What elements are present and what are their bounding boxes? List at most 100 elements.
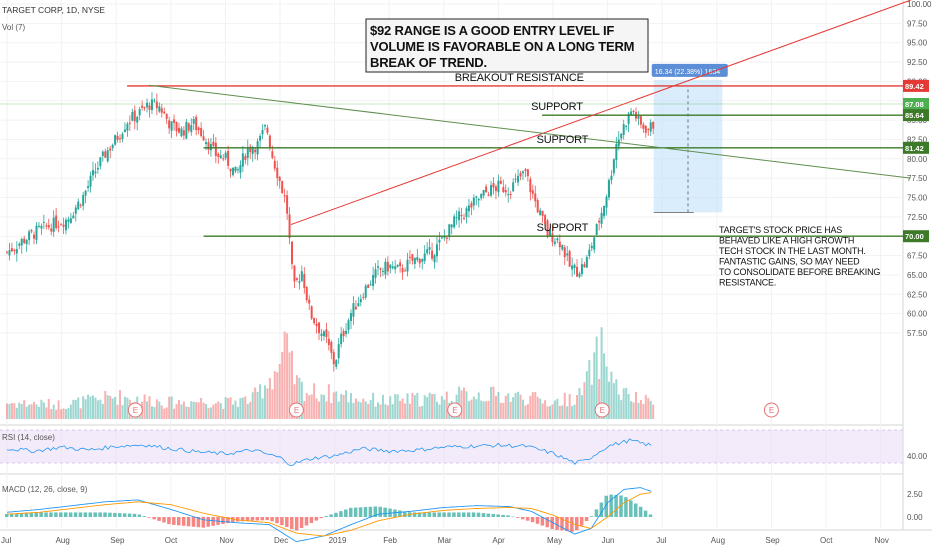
macd-histogram-bar: [604, 495, 609, 517]
macd-histogram-bar: [113, 512, 117, 517]
volume-bar: [580, 395, 583, 419]
macd-histogram-bar: [609, 494, 613, 517]
candle-body: [610, 175, 613, 181]
volume-bar: [298, 377, 301, 419]
volume-bar: [347, 402, 350, 419]
volume-bar: [40, 399, 43, 419]
macd-histogram-bar: [491, 514, 495, 517]
volume-bar: [470, 399, 473, 419]
candle-body: [47, 224, 50, 228]
price-tick-label: 75.00: [907, 194, 928, 203]
macd-histogram-bar: [614, 495, 618, 517]
candle-body: [249, 146, 252, 153]
candle-body: [389, 264, 392, 269]
volume-bar: [509, 401, 512, 419]
volume-bar: [207, 408, 210, 419]
candle-body: [180, 128, 183, 137]
rsi-line: [6, 438, 652, 467]
annotation-line: VOLUME IS FAVORABLE ON A LONG TERM: [370, 39, 634, 54]
candle-body: [605, 196, 608, 208]
volume-bar: [615, 379, 618, 419]
rsi-title: RSI (14, close): [2, 433, 55, 442]
macd-histogram-bar: [579, 517, 584, 526]
candle-body: [450, 224, 453, 228]
trendline: [290, 0, 911, 226]
candle-body: [453, 216, 456, 228]
volume-bar: [212, 404, 215, 419]
candle-body: [291, 241, 294, 264]
earnings-marker-label: E: [769, 406, 774, 415]
volume-bar: [634, 391, 637, 419]
candle-body: [185, 121, 188, 139]
volume-bar: [291, 350, 294, 419]
volume-bar: [435, 401, 438, 419]
macd-histogram-bar: [540, 517, 545, 526]
candle-body: [490, 185, 493, 196]
candle-body: [401, 268, 404, 273]
time-axis: Jul Aug Sep Oct Nov Dec 2019 Feb Mar Apr May Jun Jul…: [1, 536, 889, 545]
volume-bar: [281, 352, 284, 419]
volume-bar: [362, 398, 365, 419]
candle-body: [89, 175, 92, 187]
level-label: BREAKOUT RESISTANCE: [455, 72, 584, 84]
candle-body: [598, 220, 601, 223]
candle-body: [475, 196, 478, 198]
macd-histogram-bar: [319, 517, 323, 519]
macd-histogram-bar: [624, 497, 628, 517]
candle-body: [347, 320, 350, 330]
candle-body: [438, 239, 441, 243]
candle-body: [649, 122, 652, 132]
candle-body: [539, 210, 542, 216]
candle-body: [131, 112, 134, 121]
macd-histogram-bar: [176, 517, 181, 526]
annotation-line: $92 RANGE IS A GOOD ENTRY LEVEL IF: [370, 23, 614, 38]
candle-body: [487, 194, 490, 196]
macd-histogram-bar: [59, 512, 63, 517]
candlesticks: [6, 92, 655, 372]
volume-bar: [573, 404, 576, 419]
candle-body: [165, 113, 168, 119]
volume-bar: [590, 384, 593, 419]
volume-bar: [91, 395, 94, 419]
candle-body: [177, 127, 180, 133]
rsi-tick-label: 40.00: [907, 452, 928, 461]
earnings-marker-label: E: [600, 406, 605, 415]
candle-body: [408, 256, 411, 258]
macd-title: MACD (12, 26, close, 9): [2, 485, 88, 494]
candle-body: [551, 233, 554, 242]
volume-bar: [278, 364, 281, 419]
volume-bar: [578, 388, 581, 419]
candle-body: [91, 170, 94, 176]
candle-body: [384, 261, 387, 275]
volume-bar: [561, 405, 564, 419]
candle-body: [335, 360, 338, 367]
macd-histogram-bar: [142, 516, 147, 517]
macd-histogram-bar: [73, 512, 78, 517]
candle-body: [15, 249, 18, 254]
candle-body: [642, 124, 645, 129]
price-tag: [903, 98, 929, 111]
drawn-lines[interactable]: [0, 0, 911, 237]
candle-body: [426, 249, 429, 254]
macd-histogram-bar: [629, 500, 633, 517]
macd-histogram-bar: [358, 507, 363, 517]
candle-body: [359, 298, 362, 303]
measure-range: 16.34 (22.38%) 1634: [651, 63, 728, 213]
price-tick-label: 57.50: [907, 329, 928, 338]
macd-histogram-bar: [206, 517, 210, 527]
candle-body: [227, 150, 230, 166]
time-tick-label: Jun: [602, 536, 615, 545]
volume-bar: [603, 353, 606, 419]
volume-bar: [384, 404, 387, 419]
volume-bar: [13, 403, 16, 419]
candle-body: [229, 168, 232, 172]
price-tag-label: 89.42: [905, 82, 924, 91]
macd-tick-label: 0.00: [907, 513, 923, 522]
time-tick-label: Nov: [875, 536, 889, 545]
note-line: FANTASTIC GAINS, SO MAY NEED: [719, 257, 860, 267]
candle-body: [28, 231, 31, 241]
candle-body: [239, 165, 242, 173]
candle-body: [349, 313, 352, 322]
